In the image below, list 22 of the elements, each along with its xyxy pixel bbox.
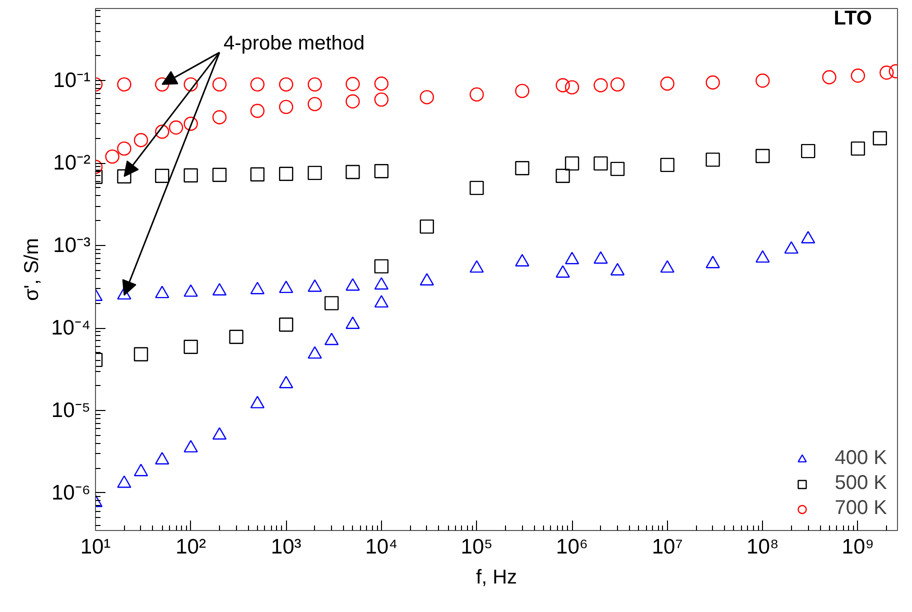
x-tick-label: 10⁷ bbox=[652, 536, 683, 558]
x-tick-label: 10¹ bbox=[80, 536, 111, 558]
x-tick-label: 10⁹ bbox=[842, 536, 874, 558]
annotation: 4-probe method bbox=[223, 32, 365, 54]
x-tick-label: 10³ bbox=[270, 536, 302, 558]
x-tick-label: 10⁸ bbox=[746, 536, 779, 558]
x-tick-label: 10² bbox=[176, 536, 206, 558]
x-tick-label: 10⁴ bbox=[365, 536, 398, 558]
y-tick-label: 10⁻⁴ bbox=[51, 316, 91, 340]
y-tick-label: 10⁻⁵ bbox=[51, 398, 91, 422]
y-tick-label: 10⁻¹ bbox=[53, 69, 91, 92]
legend-label: 700 K bbox=[834, 497, 887, 520]
x-axis-title: f, Hz bbox=[476, 566, 518, 588]
annotation: LTO bbox=[834, 7, 872, 30]
legend-label: 400 K bbox=[834, 447, 887, 470]
x-tick-label: 10⁶ bbox=[556, 536, 588, 558]
y-tick-label: 10⁻⁶ bbox=[52, 481, 91, 504]
y-tick-label: 10⁻² bbox=[53, 152, 91, 175]
y-axis-title: σ', S/m bbox=[21, 238, 44, 301]
y-tick-label: 10⁻³ bbox=[53, 234, 91, 258]
legend-label: 500 K bbox=[834, 472, 887, 495]
x-tick-label: 10⁵ bbox=[460, 536, 493, 558]
